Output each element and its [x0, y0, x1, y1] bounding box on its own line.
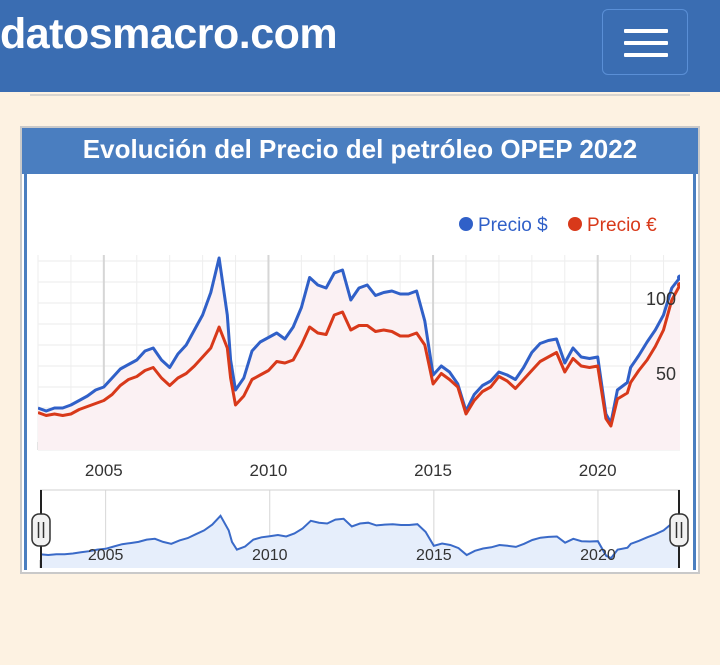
x-tick-label: 2005	[85, 461, 123, 480]
chart-title: Evolución del Precio del petróleo OPEP 2…	[22, 128, 698, 174]
navigator-tick-label: 2010	[252, 547, 288, 564]
series-line[interactable]	[38, 284, 680, 428]
navigator-area	[40, 515, 680, 568]
x-tick-label: 2015	[414, 461, 452, 480]
y-axis: 100 50	[646, 289, 676, 384]
navigator-line	[40, 514, 680, 560]
hamburger-menu-icon	[624, 41, 668, 45]
series-line[interactable]	[38, 256, 680, 425]
header-divider	[30, 94, 690, 96]
series-end-point[interactable]	[677, 282, 683, 288]
hamburger-menu-icon	[624, 53, 668, 57]
range-handle-icon[interactable]	[669, 513, 689, 547]
legend-marker	[459, 217, 473, 231]
top-bar: datosmacro.com	[0, 0, 720, 92]
x-axis: 2005 2010 2015 2020	[85, 461, 617, 480]
chart-frame	[24, 174, 696, 570]
legend: Precio $ Precio €	[459, 215, 657, 236]
navigator-tick-label: 2020	[580, 547, 616, 564]
legend-entry[interactable]: Precio €	[587, 215, 657, 236]
x-tick-label: 2010	[250, 461, 288, 480]
navigator[interactable]: 2005 2010 2015 2020	[31, 489, 689, 568]
legend-marker	[568, 217, 582, 231]
main-lines	[38, 256, 683, 428]
navigator-tick-label: 2005	[88, 547, 124, 564]
x-tick-label: 2020	[579, 461, 617, 480]
navigator-tick-label: 2015	[416, 547, 452, 564]
legend-entry[interactable]: Precio $	[478, 215, 548, 236]
hamburger-menu-icon	[624, 29, 668, 33]
menu-button[interactable]	[602, 9, 688, 75]
y-tick-label: 50	[656, 364, 676, 384]
y-tick-label: 100	[646, 289, 676, 309]
main-area	[38, 258, 680, 450]
series-end-point[interactable]	[677, 274, 683, 281]
site-logo[interactable]: datosmacro.com	[0, 10, 338, 58]
series-area	[38, 258, 680, 450]
range-handle-icon[interactable]	[31, 513, 51, 547]
